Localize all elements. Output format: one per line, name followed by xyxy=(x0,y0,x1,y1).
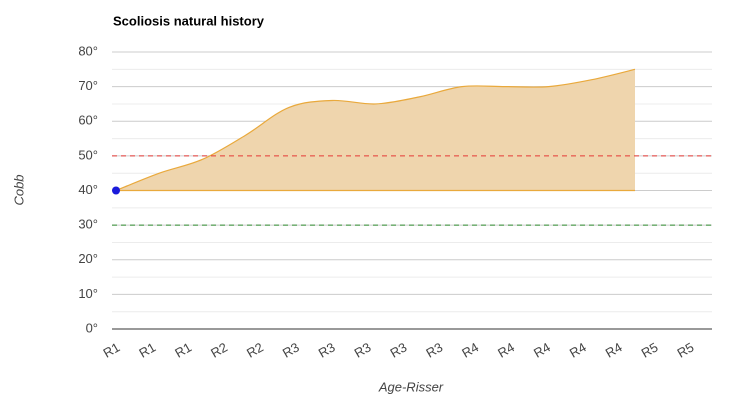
start-marker xyxy=(112,186,120,195)
y-tick-label: 40° xyxy=(78,182,98,197)
x-tick-label: R3 xyxy=(316,339,338,360)
x-tick-label: R1 xyxy=(136,339,158,360)
x-tick-label: R1 xyxy=(101,339,123,360)
y-tick-label: 10° xyxy=(78,286,98,301)
x-axis-label: Age-Risser xyxy=(378,379,444,394)
x-tick-label: R5 xyxy=(639,339,661,360)
x-tick-label: R3 xyxy=(280,339,302,360)
x-tick-label: R2 xyxy=(208,339,230,360)
area xyxy=(116,69,635,191)
x-tick-label: R3 xyxy=(423,339,445,360)
y-tick-label: 30° xyxy=(78,217,98,232)
y-axis-label: Cobb xyxy=(11,174,26,205)
x-tick-label: R4 xyxy=(459,339,481,360)
x-tick-label: R4 xyxy=(531,339,553,360)
y-tick-label: 80° xyxy=(78,43,98,58)
chart-title: Scoliosis natural history xyxy=(113,13,265,28)
y-tick-label: 50° xyxy=(78,147,98,162)
x-tick-label: R5 xyxy=(675,339,697,360)
upper-line xyxy=(115,68,636,192)
x-tick-label: R3 xyxy=(352,339,374,360)
y-tick-label: 60° xyxy=(78,113,98,128)
x-tick-label: R4 xyxy=(495,339,517,360)
x-tick-label: R4 xyxy=(567,339,589,360)
x-tick-label: R1 xyxy=(172,339,194,360)
x-tick-label: R4 xyxy=(603,339,625,360)
y-tick-label: 0° xyxy=(86,320,98,335)
y-tick-label: 20° xyxy=(78,251,98,266)
x-tick-label: R2 xyxy=(244,339,266,360)
y-tick-label: 70° xyxy=(78,78,98,93)
x-tick-label: R3 xyxy=(388,339,410,360)
